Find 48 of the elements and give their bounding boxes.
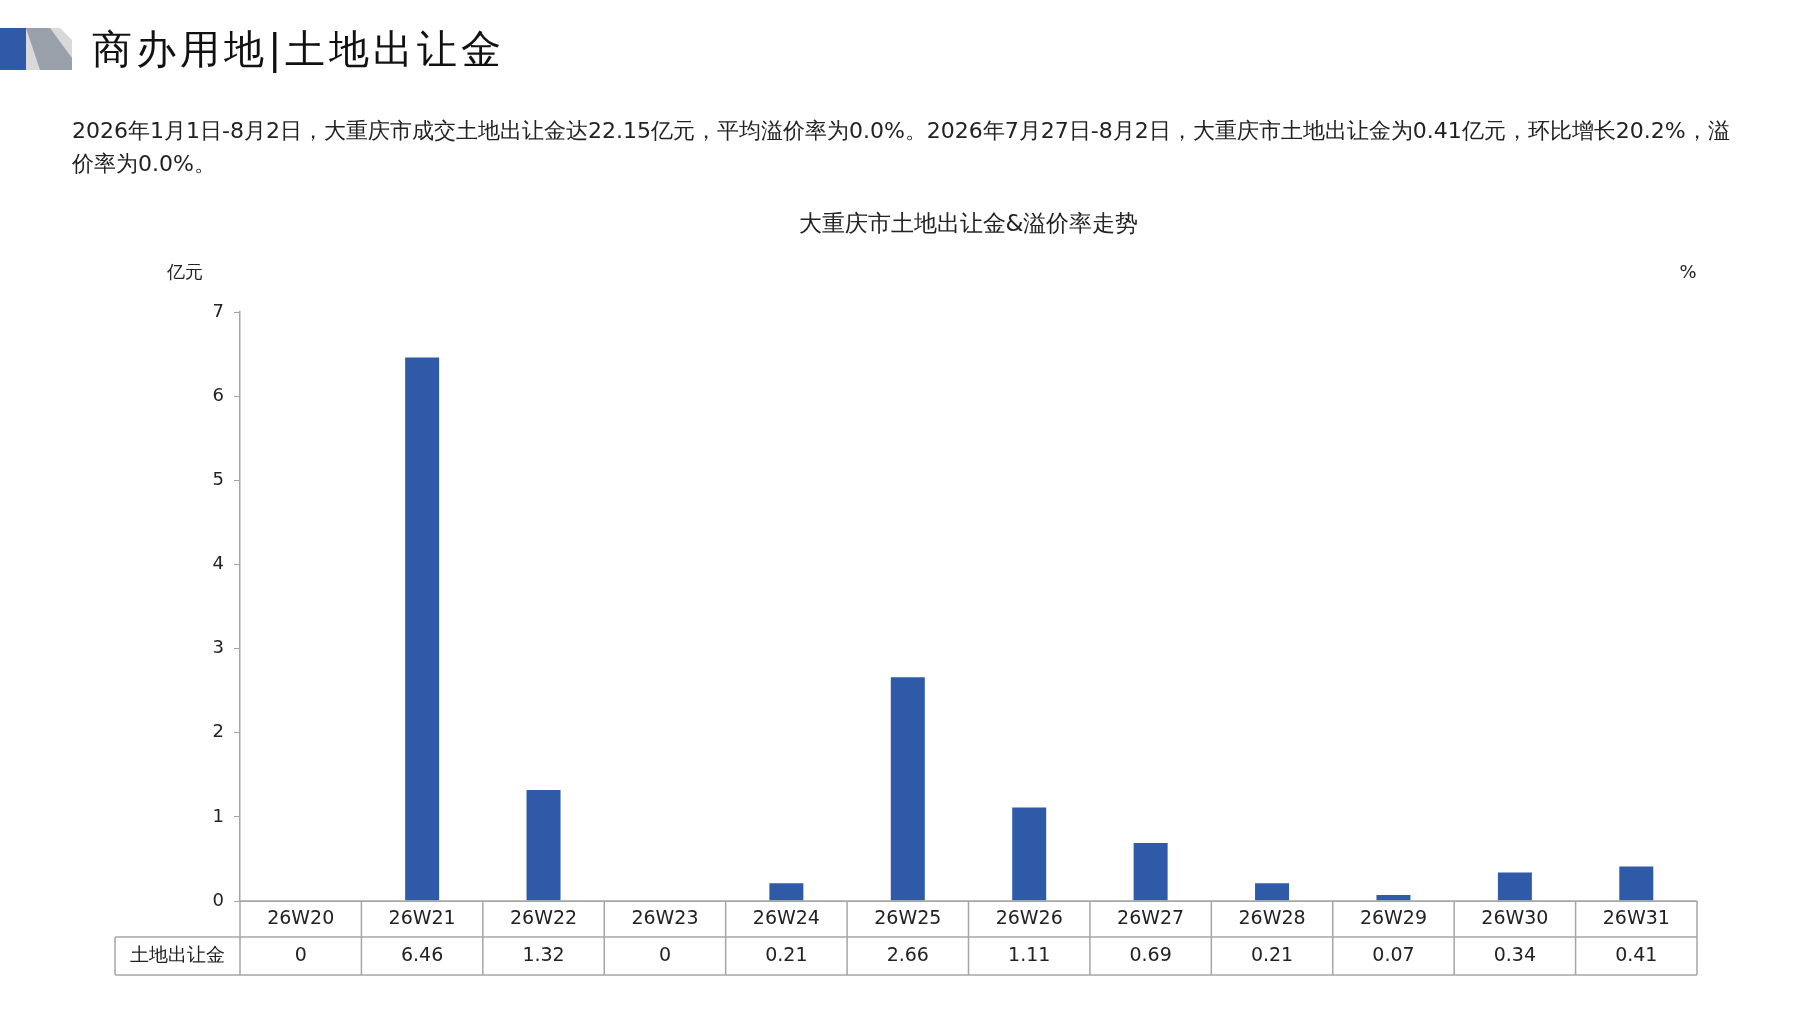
data-label: 0 <box>658 942 672 965</box>
bar <box>1497 872 1532 901</box>
y-tick-label: 5 <box>212 467 224 489</box>
y-axis-title: 亿元 <box>166 260 203 282</box>
data-label: 0.69 <box>1129 942 1172 965</box>
y-tick-label: 1 <box>212 804 224 826</box>
x-tick-label: 26W23 <box>631 905 699 928</box>
chart-title: 大重庆市土地出让金&溢价率走势 <box>798 209 1139 236</box>
bar <box>526 789 561 901</box>
bar <box>1376 895 1411 901</box>
bar <box>1012 807 1047 901</box>
x-tick-label: 26W20 <box>267 905 335 928</box>
data-label: 0.21 <box>765 942 808 965</box>
data-label: 0.21 <box>1250 942 1294 965</box>
data-label: 0.07 <box>1372 942 1415 965</box>
data-label: 1.11 <box>1008 942 1051 965</box>
text: 2026年1月1日-8月2日，大重庆市成交土地出让金达22.15亿元，平均溢价率为0.0%。2026年7月27日-8月2日，大重庆市土地出让金为0.41亿元，环比增长20.2%，溢价率为0.0%。 <box>72 117 1731 178</box>
x-tick-label: 26W27 <box>1117 905 1185 928</box>
y-tick-label: 0 <box>212 888 224 910</box>
data-label: 6.46 <box>400 942 444 965</box>
y-tick-label: 6 <box>212 383 224 405</box>
x-tick-label: 26W24 <box>752 905 820 928</box>
text: 土地出让金 <box>130 942 225 965</box>
data-label: 0.34 <box>1493 942 1537 965</box>
bar <box>890 677 925 901</box>
x-tick-label: 26W29 <box>1359 905 1428 928</box>
data-label: 2.66 <box>886 942 929 965</box>
x-tick-label: 26W21 <box>388 905 456 928</box>
y-tick-label: 3 <box>212 636 224 658</box>
y-tick-label: 4 <box>212 552 224 574</box>
data-label: 0 <box>294 942 307 965</box>
x-tick-label: 26W30 <box>1481 905 1549 928</box>
bar <box>1619 866 1654 901</box>
x-tick-label: 26W26 <box>995 905 1063 928</box>
bar <box>405 357 440 901</box>
y2-axis-title: % <box>1679 260 1697 282</box>
y-tick-label: 2 <box>212 720 224 742</box>
data-label: 1.32 <box>522 942 565 965</box>
y-tick-label: 7 <box>212 299 224 321</box>
x-tick-label: 26W31 <box>1602 905 1670 928</box>
bar <box>1255 883 1290 901</box>
x-tick-label: 26W22 <box>509 905 578 928</box>
x-tick-label: 26W25 <box>874 905 942 928</box>
data-label: 0.41 <box>1615 942 1658 965</box>
text: 商办用地|土地出让金 <box>92 25 506 75</box>
bar <box>1133 842 1168 901</box>
bar <box>769 883 804 901</box>
x-tick-label: 26W28 <box>1238 905 1306 928</box>
